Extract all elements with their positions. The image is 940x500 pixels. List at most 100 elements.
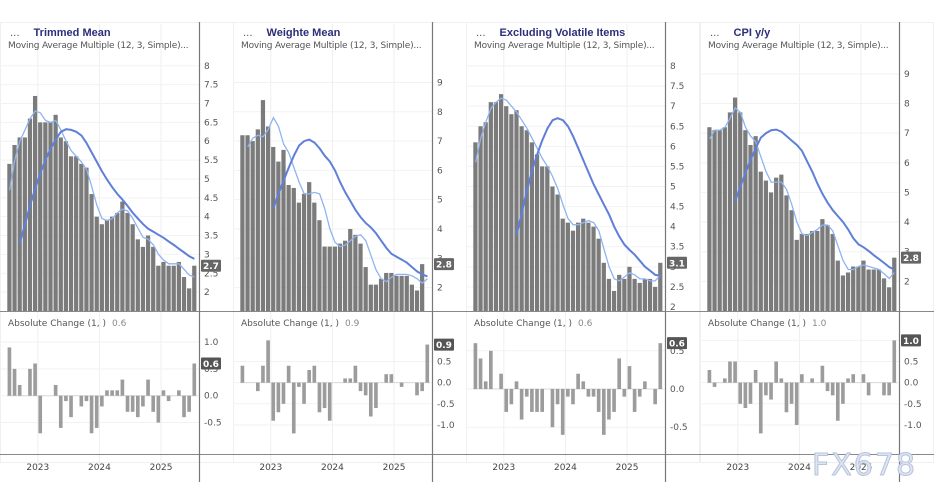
change-bar <box>353 365 358 383</box>
change-bar <box>473 343 478 389</box>
bar <box>784 195 789 311</box>
change-value-badge <box>901 334 921 347</box>
y-tick-label: 7 <box>437 137 443 147</box>
chart-svg: 2 2.5 3 3.5 4 4.5 5 5.5 6 6.5 7 7.5 8 -0.5 0.0 0.5 1.0 2.… <box>0 22 234 482</box>
change-indicator-value: 0.6 <box>112 319 127 329</box>
bar <box>866 269 871 311</box>
change-bar <box>58 395 63 428</box>
bar <box>409 284 414 311</box>
change-bar <box>187 395 191 412</box>
change-bar <box>846 378 850 383</box>
change-y-tick-label: 0.5 <box>670 347 684 357</box>
change-bar <box>478 358 483 389</box>
x-tick-label: 2023 <box>259 463 282 473</box>
indicator-label[interactable]: Moving Average Multiple (12, 3, Simple).… <box>708 41 889 51</box>
change-bar <box>601 389 606 435</box>
change-bar <box>125 395 130 412</box>
change-y-tick-label: -0.5 <box>204 419 222 429</box>
change-bar <box>728 361 732 383</box>
bar <box>887 287 892 311</box>
indicator-label[interactable]: Moving Average Multiple (12, 3, Simple).… <box>241 41 422 51</box>
change-indicator-label[interactable]: Absolute Change (1, ) 0.6 <box>8 319 126 329</box>
last-value-label: 2.8 <box>436 261 452 271</box>
more-options-icon[interactable]: ... <box>710 28 720 39</box>
bar <box>732 97 738 311</box>
bar <box>498 94 504 312</box>
indicator-label[interactable]: Moving Average Multiple (12, 3, Simple).… <box>8 41 189 51</box>
bar <box>820 219 825 311</box>
bar <box>378 278 384 311</box>
y-tick-label: 7 <box>204 100 210 110</box>
bar <box>658 262 663 311</box>
change-bar <box>120 379 125 396</box>
chart-title: Excluding Volatile Items <box>499 27 626 39</box>
change-bar <box>192 363 197 396</box>
change-bar <box>384 374 389 383</box>
change-bar <box>540 389 544 412</box>
more-options-icon[interactable]: ... <box>476 28 486 39</box>
bar <box>151 246 156 311</box>
change-bar <box>105 390 109 396</box>
bar <box>637 282 642 311</box>
change-indicator-label[interactable]: Absolute Change (1, ) 1.0 <box>708 319 826 329</box>
chart-title: Weighte Mean <box>266 27 341 39</box>
change-bar <box>100 395 104 407</box>
bar <box>550 186 555 311</box>
bar <box>156 265 161 311</box>
more-options-icon[interactable]: ... <box>243 28 253 39</box>
change-indicator-label[interactable]: Absolute Change (1, ) 0.9 <box>241 319 359 329</box>
chart-svg: 23456789-1.0-0.50.00.51.02.81.0202320242… <box>700 22 934 482</box>
last-value-badge <box>201 259 221 272</box>
bar <box>27 118 33 311</box>
change-bar <box>79 395 84 407</box>
more-options-icon[interactable]: ... <box>10 28 20 39</box>
change-bar <box>596 389 601 412</box>
change-bar <box>866 382 871 396</box>
change-bar <box>586 389 591 397</box>
bar <box>84 167 89 311</box>
bar <box>717 130 722 311</box>
change-bar <box>779 378 784 383</box>
x-tick-label: 2025 <box>616 463 639 473</box>
y-tick-label: 4 <box>904 218 910 228</box>
change-bar <box>399 382 404 387</box>
bar <box>483 122 488 311</box>
bar <box>414 290 420 311</box>
bar <box>789 210 794 311</box>
change-bar <box>389 374 394 383</box>
change-y-tick-label: 0.0 <box>437 379 452 389</box>
change-bar <box>835 382 840 421</box>
change-y-tick-label: 0.0 <box>904 379 919 389</box>
bar <box>89 194 94 311</box>
bar <box>707 127 712 311</box>
change-bar <box>64 395 68 402</box>
change-bar <box>622 389 627 397</box>
change-bar <box>499 373 503 389</box>
bar <box>43 122 48 311</box>
change-bar <box>887 382 891 396</box>
chart-panel: 2 2.5 3 3.5 4 4.5 5 5.5 6 6.5 7 7.5 8 -0.5 0.0 0.5 1.0 2.… <box>0 22 234 482</box>
indicator-label[interactable]: Moving Average Multiple (12, 3, Simple).… <box>474 41 655 51</box>
change-y-tick-label: 0.0 <box>670 385 685 395</box>
change-bar <box>240 365 245 383</box>
bar <box>586 222 591 311</box>
bar <box>115 212 120 311</box>
change-bar <box>276 382 281 413</box>
bar <box>570 230 576 311</box>
change-bar <box>509 389 514 405</box>
change-bar <box>524 389 529 397</box>
y-tick-label: 5 <box>437 196 443 206</box>
y-tick-label: 9 <box>904 70 910 80</box>
change-value-label: 0.6 <box>669 340 685 350</box>
bar <box>260 100 266 311</box>
change-indicator-name: Absolute Change (1, ) <box>474 319 572 329</box>
change-bar <box>514 381 519 389</box>
bar <box>99 224 104 311</box>
change-indicator-label[interactable]: Absolute Change (1, ) 0.6 <box>474 319 592 329</box>
chart-panel: 23456789-1.0-0.50.00.52.80.9202320242025… <box>233 22 467 482</box>
y-tick-label: 2.5 <box>204 269 218 279</box>
y-tick-label: 8 <box>670 62 676 72</box>
change-bar <box>141 395 145 407</box>
change-bar <box>743 382 748 409</box>
change-bar <box>261 365 265 383</box>
